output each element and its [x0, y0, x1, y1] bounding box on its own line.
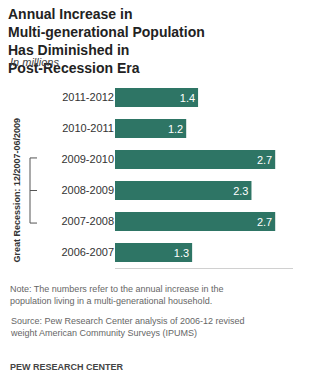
svg-text:1.4: 1.4 — [180, 92, 195, 104]
svg-text:2011-2012: 2011-2012 — [62, 91, 114, 103]
svg-text:2.7: 2.7 — [257, 154, 272, 166]
svg-text:2.3: 2.3 — [233, 185, 248, 197]
svg-text:Source: Pew Research Center an: Source: Pew Research Center analysis of … — [10, 316, 245, 338]
svg-text:2009-2010: 2009-2010 — [61, 153, 114, 165]
svg-text:Annual Increase inMulti-genera: Annual Increase inMulti-generational Pop… — [8, 6, 205, 77]
svg-text:PEW RESEARCH CENTER: PEW RESEARCH CENTER — [10, 362, 124, 372]
svg-text:Note: The numbers refer to the: Note: The numbers refer to the annual in… — [10, 284, 223, 306]
svg-text:Great Recession: 12/2007-06/20: Great Recession: 12/2007-06/2009 — [12, 118, 22, 263]
svg-text:2007-2008: 2007-2008 — [61, 215, 114, 227]
svg-text:2006-2007: 2006-2007 — [61, 246, 114, 258]
svg-text:In millions: In millions — [10, 56, 59, 68]
svg-text:2008-2009: 2008-2009 — [61, 184, 114, 196]
svg-text:2.7: 2.7 — [257, 216, 272, 228]
svg-text:2010-2011: 2010-2011 — [62, 122, 114, 134]
svg-text:1.2: 1.2 — [168, 123, 183, 135]
svg-text:1.3: 1.3 — [174, 247, 189, 259]
